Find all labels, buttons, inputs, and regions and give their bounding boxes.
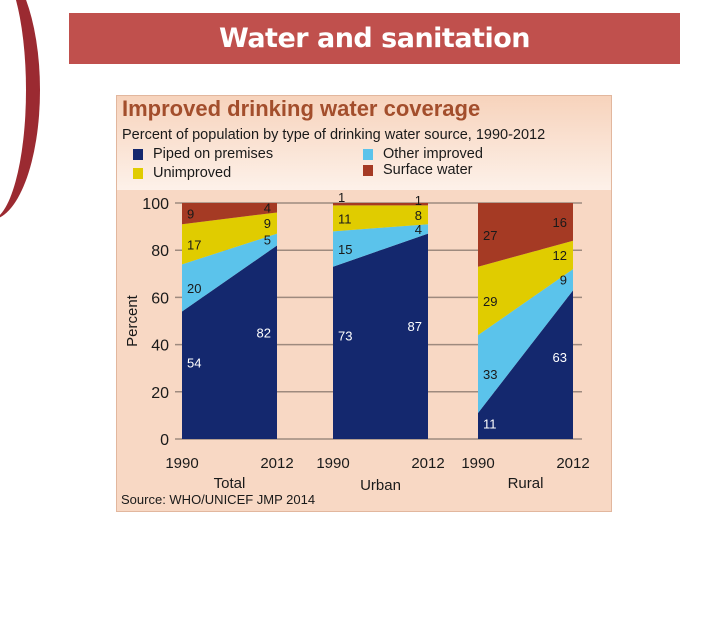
urban-label-2012-piped-on-premises: 87 (408, 319, 422, 334)
urban-x-tick-2012: 2012 (411, 455, 444, 472)
total-area-unimproved (182, 212, 277, 265)
chart-panel: Improved drinking water coverage Percent… (116, 95, 612, 512)
total-label-2012-other-improved: 5 (264, 233, 271, 248)
urban-label-1990-surface-water: 1 (338, 190, 345, 205)
urban-area-surface-water (333, 203, 428, 206)
legend-label-surface-water: Surface water (383, 162, 473, 178)
urban-label-1990-piped-on-premises: 73 (338, 329, 352, 344)
chart-subtitle: Percent of population by type of drinkin… (122, 127, 546, 143)
urban-label-2012-unimproved: 8 (415, 208, 422, 223)
rural-label-1990-unimproved: 29 (483, 294, 497, 309)
legend-swatch-unimproved (133, 167, 143, 179)
total-area-other-improved (182, 233, 277, 312)
y-axis-label: Percent (124, 294, 141, 347)
panel-label-rural: Rural (508, 475, 544, 492)
legend-item-surface-water: Surface water (363, 162, 472, 178)
rural-label-2012-piped-on-premises: 63 (553, 350, 567, 365)
rural-label-1990-surface-water: 27 (483, 228, 497, 243)
rural-label-2012-surface-water: 16 (553, 215, 567, 230)
legend-label-unimproved: Unimproved (153, 165, 232, 181)
total-label-1990-surface-water: 9 (187, 207, 194, 222)
y-tick-label-40: 40 (151, 338, 169, 355)
legend-swatch-surface-water (363, 164, 373, 176)
rural-area-piped-on-premises (478, 290, 573, 439)
panel-label-urban: Urban (360, 477, 401, 494)
rural-area-unimproved (478, 240, 573, 336)
rural-x-tick-1990: 1990 (461, 455, 494, 472)
rural-label-1990-other-improved: 33 (483, 367, 497, 382)
rural-label-2012-other-improved: 9 (560, 273, 567, 288)
total-label-1990-other-improved: 20 (187, 281, 201, 296)
urban-label-1990-unimproved: 11 (338, 211, 352, 226)
urban-area-other-improved (333, 224, 428, 267)
urban-label-2012-other-improved: 4 (415, 222, 422, 237)
y-tick-label-100: 100 (142, 196, 169, 213)
urban-label-1990-other-improved: 15 (338, 242, 352, 257)
chart-title: Improved drinking water coverage (122, 96, 481, 121)
total-label-2012-piped-on-premises: 82 (257, 326, 271, 341)
decorative-arc-left (0, 0, 40, 220)
rural-x-tick-2012: 2012 (556, 455, 589, 472)
total-area-piped-on-premises (182, 245, 277, 439)
urban-x-tick-1990: 1990 (316, 455, 349, 472)
rural-label-2012-unimproved: 12 (553, 248, 567, 263)
legend-item-other-improved: Other improved (363, 146, 483, 162)
slide-title: Water and sanitation (219, 23, 530, 54)
y-tick-label-0: 0 (160, 432, 169, 449)
legend-item-piped: Piped on premises (133, 146, 273, 162)
rural-area-other-improved (478, 269, 573, 414)
urban-area-unimproved (333, 205, 428, 232)
decorative-arc-right-mask (640, 380, 720, 620)
total-label-2012-unimproved: 9 (264, 216, 271, 231)
total-x-tick-1990: 1990 (165, 455, 198, 472)
panel-label-total: Total (214, 475, 246, 492)
legend-swatch-piped (133, 148, 143, 160)
total-area-surface-water (182, 203, 277, 225)
legend-item-unimproved: Unimproved (133, 165, 231, 181)
urban-label-2012-surface-water: 1 (415, 193, 422, 208)
urban-area-piped-on-premises (333, 233, 428, 439)
rural-label-1990-piped-on-premises: 11 (483, 416, 497, 431)
rural-area-surface-water (478, 203, 573, 267)
legend-label-other-improved: Other improved (383, 146, 483, 162)
legend-swatch-other-improved (363, 148, 373, 160)
y-tick-label-60: 60 (151, 290, 169, 307)
total-label-2012-surface-water: 4 (264, 201, 271, 216)
total-label-1990-piped-on-premises: 54 (187, 356, 201, 371)
total-x-tick-2012: 2012 (260, 455, 293, 472)
slide-title-bar: Water and sanitation (69, 13, 680, 64)
legend-label-piped: Piped on premises (153, 146, 274, 162)
y-tick-label-80: 80 (151, 243, 169, 260)
total-label-1990-unimproved: 17 (187, 237, 201, 252)
y-tick-label-20: 20 (151, 385, 169, 402)
chart-source: Source: WHO/UNICEF JMP 2014 (121, 492, 316, 507)
